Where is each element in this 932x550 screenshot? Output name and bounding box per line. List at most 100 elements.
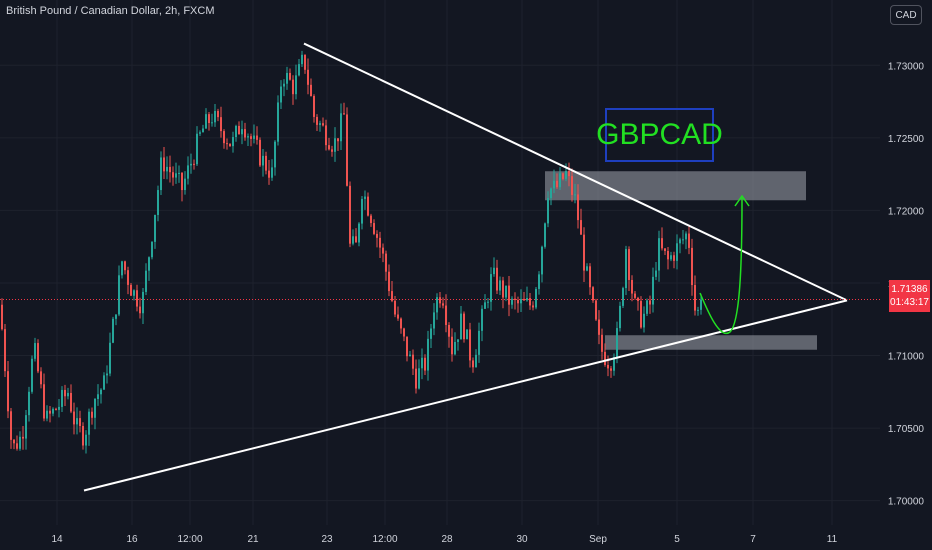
candle-body (163, 157, 165, 172)
candle-body (442, 303, 444, 306)
currency-button[interactable]: CAD (890, 5, 922, 25)
candle-body (112, 318, 114, 343)
candle-body (250, 136, 252, 139)
candle-body (511, 298, 513, 305)
candle-body (136, 290, 138, 307)
candle-body (190, 163, 192, 166)
candle-body (673, 255, 675, 261)
candle-body (73, 411, 75, 425)
candle-body (526, 298, 528, 301)
candle-body (151, 241, 153, 258)
candle-body (643, 313, 645, 328)
candle-body (292, 79, 294, 95)
candle-body (595, 300, 597, 320)
candle-body (88, 411, 90, 435)
candle-body (691, 247, 693, 286)
candle-body (361, 198, 363, 224)
candle-body (49, 410, 51, 414)
candle-body (589, 266, 591, 288)
candle-body (181, 172, 183, 191)
candle-body (532, 305, 534, 308)
candle-body (97, 394, 99, 399)
candle-body (421, 357, 423, 369)
candle-body (478, 330, 480, 355)
candle-body (340, 113, 342, 142)
candle-body (184, 178, 186, 191)
x-tick-label: 11 (827, 534, 838, 545)
candle-countdown: 01:43:17 (890, 297, 929, 308)
candle-body (385, 253, 387, 272)
candle-body (64, 389, 66, 397)
candle-body (364, 196, 366, 199)
candle-body (271, 167, 273, 178)
candle-body (394, 300, 396, 315)
candle-body (535, 288, 537, 308)
candle-body (40, 371, 42, 385)
candle-body (388, 271, 390, 292)
candle-body (463, 313, 465, 340)
projection-arrowhead (734, 194, 750, 207)
upper-trendline (303, 42, 848, 302)
candle-body (613, 357, 615, 371)
candle-body (175, 173, 177, 178)
candle-body (61, 389, 63, 407)
candle-body (196, 133, 198, 165)
y-tick-label: 1.72000 (888, 206, 925, 217)
candle-body (460, 313, 462, 340)
candle-body (85, 434, 87, 446)
candle-body (286, 72, 288, 84)
x-tick-label: 7 (750, 534, 756, 545)
candle-body (427, 338, 429, 371)
candle-body (298, 64, 300, 76)
candle-body (451, 336, 453, 355)
candle-body (142, 291, 144, 314)
candle-body (310, 84, 312, 97)
candle-body (82, 425, 84, 446)
candle-body (439, 297, 441, 304)
candle-body (100, 389, 102, 395)
candle-body (91, 411, 93, 418)
candle-body (28, 391, 30, 416)
candle-body (658, 238, 660, 271)
candle-body (640, 301, 642, 328)
candle-body (688, 233, 690, 248)
candle-body (157, 190, 159, 215)
candle-body (499, 280, 501, 291)
candle-body (367, 196, 369, 216)
candle-body (220, 117, 222, 132)
candle-body (238, 125, 240, 135)
candle-body (550, 188, 552, 199)
candle-body (466, 329, 468, 340)
candle-body (133, 290, 135, 296)
candle-body (319, 123, 321, 125)
candle-body (256, 135, 258, 140)
candle-body (31, 358, 33, 392)
x-tick-label: 5 (674, 534, 680, 545)
candle-body (178, 172, 180, 174)
gbpcad-label: GBPCAD (596, 108, 723, 162)
candle-body (700, 299, 702, 310)
candle-body (580, 220, 582, 235)
candle-body (70, 392, 72, 412)
candle-body (154, 214, 156, 242)
candle-body (34, 343, 36, 359)
candle-body (487, 301, 489, 303)
candle-body (160, 157, 162, 191)
candle-body (490, 274, 492, 302)
candle-body (172, 172, 174, 178)
candle-body (529, 298, 531, 306)
candle-body (106, 373, 108, 376)
candle-body (604, 351, 606, 365)
candle-body (649, 300, 651, 305)
candle-body (457, 339, 459, 342)
candle-body (307, 69, 309, 85)
x-tick-label: 21 (247, 534, 259, 545)
candle-body (568, 170, 570, 177)
candle-body (127, 270, 129, 285)
candle-body (445, 305, 447, 325)
candle-body (4, 329, 6, 372)
candle-body (202, 128, 204, 133)
candle-body (475, 354, 477, 368)
candle-body (496, 267, 498, 291)
